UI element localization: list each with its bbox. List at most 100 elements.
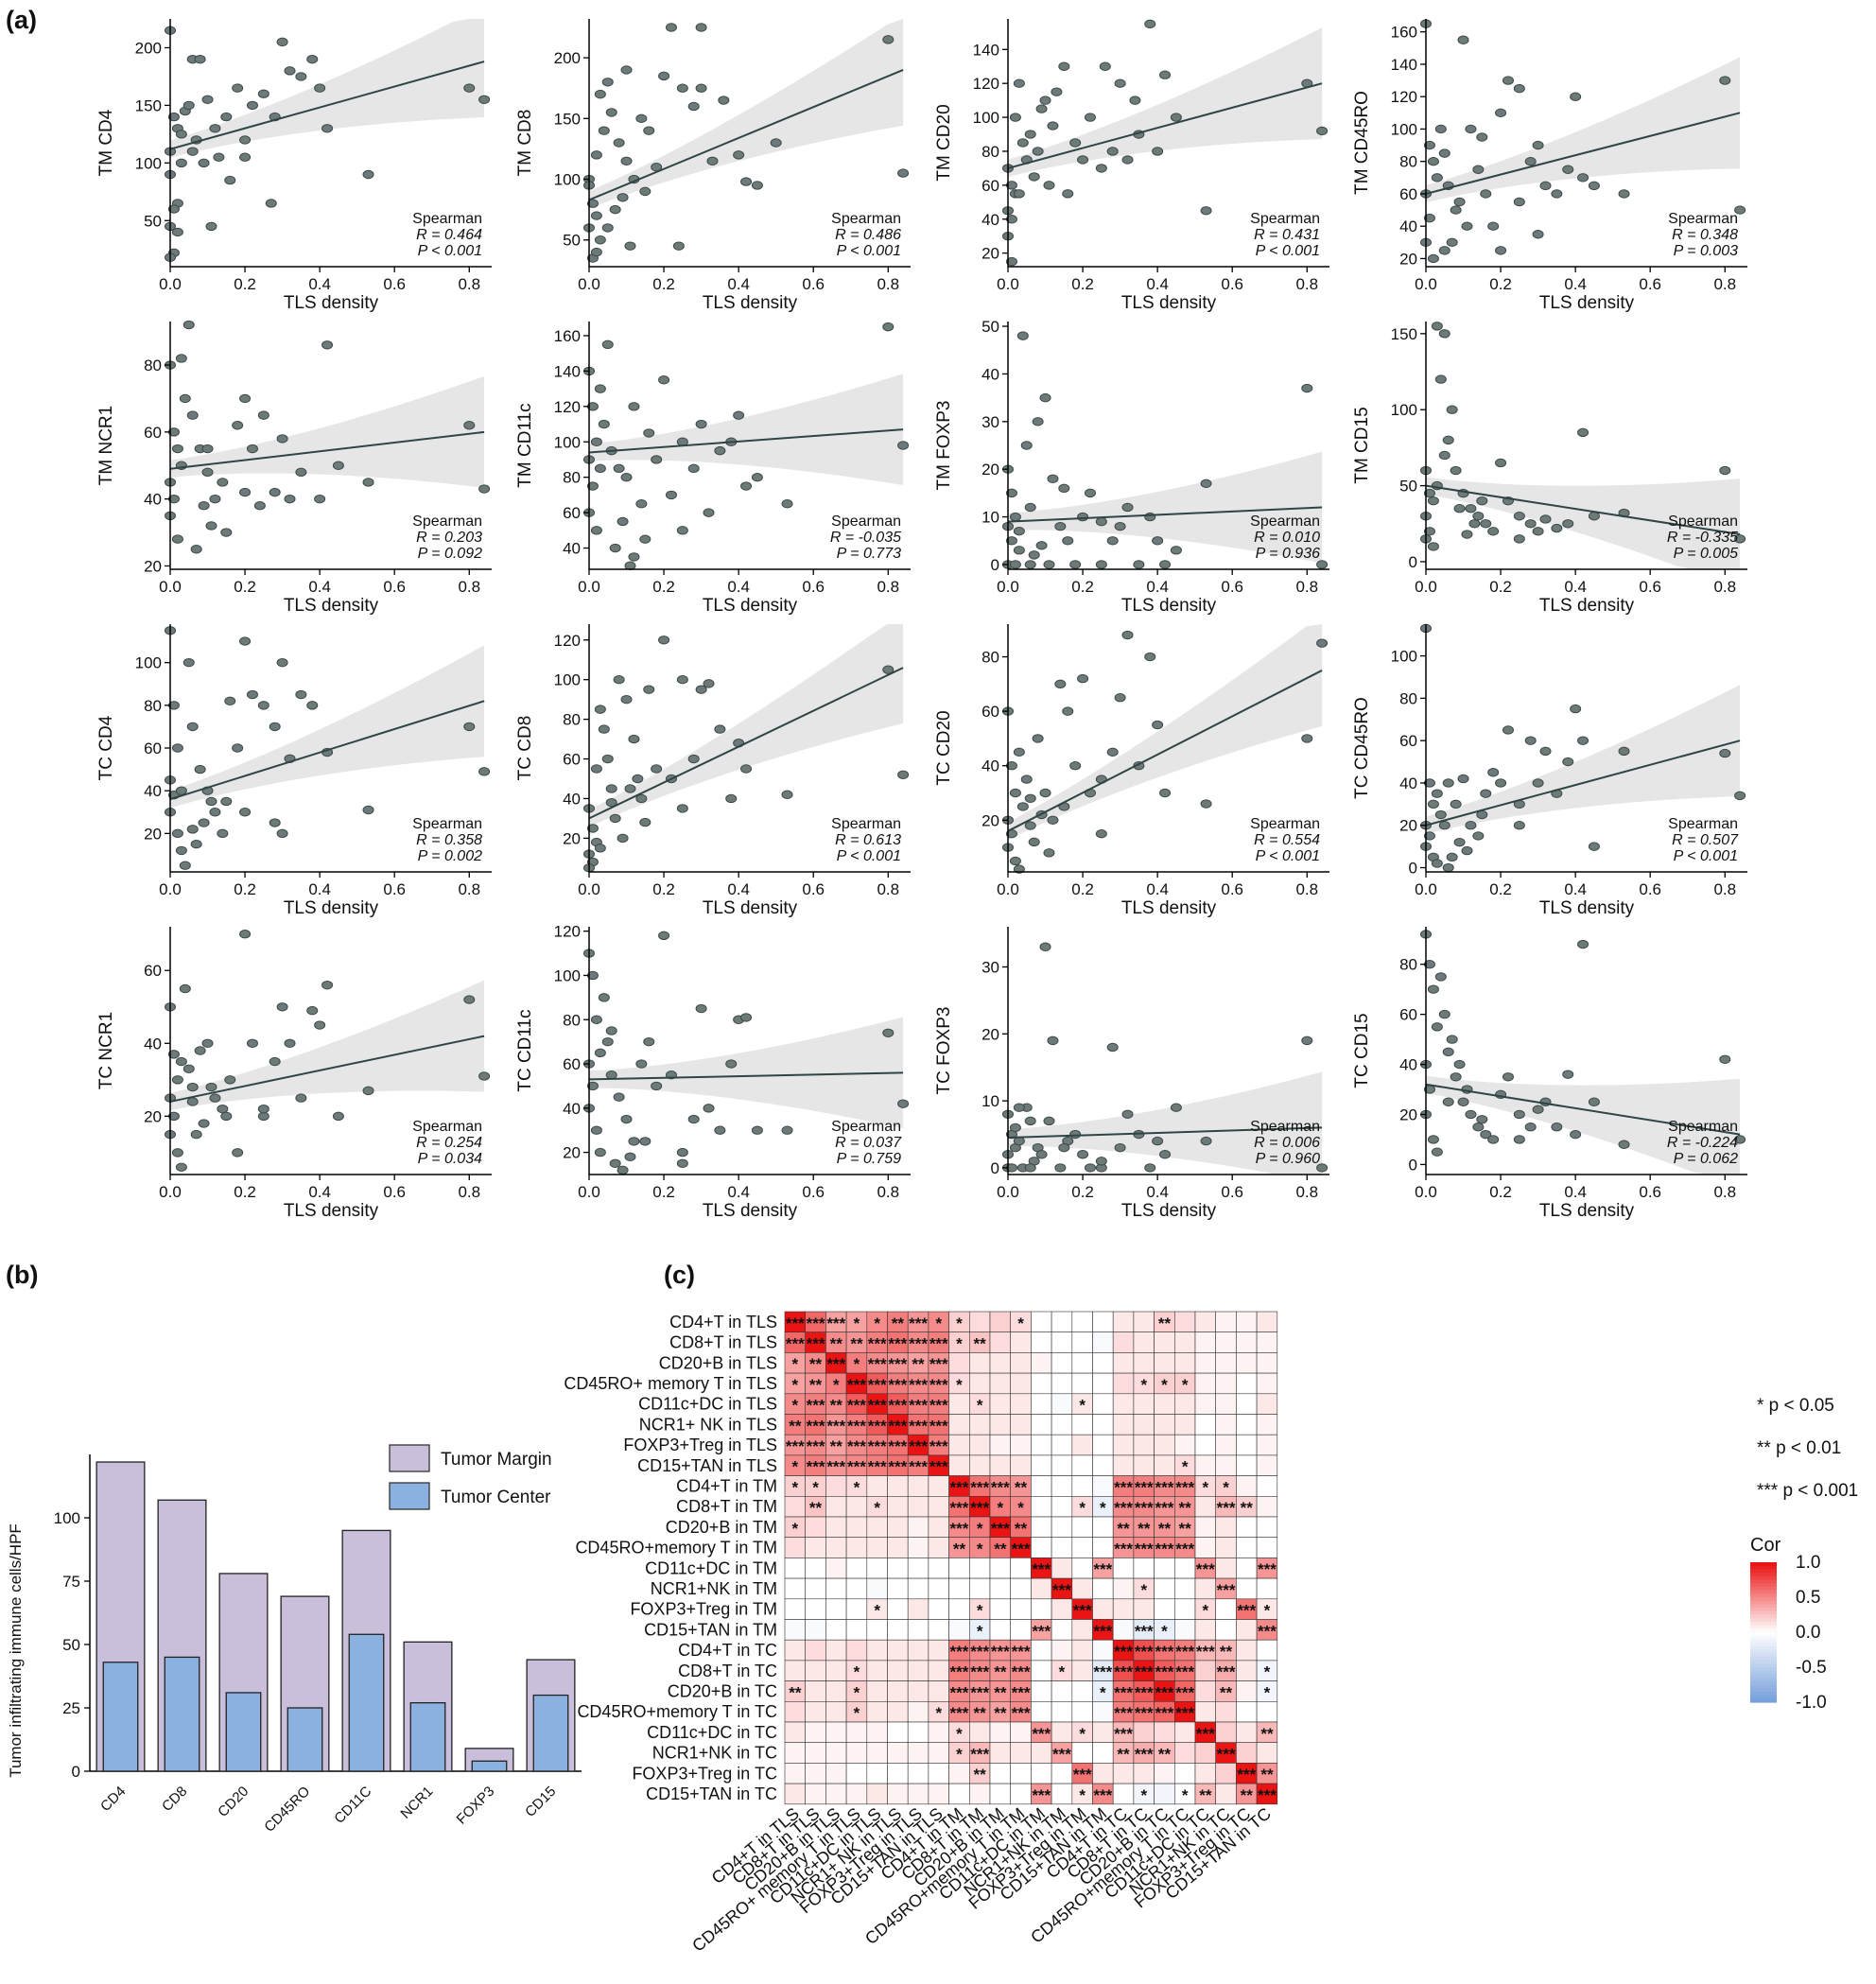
heatmap-cell <box>784 1742 807 1764</box>
stat-r: R = 0.464 <box>416 227 482 243</box>
data-point <box>695 1003 707 1014</box>
data-point <box>1453 837 1466 847</box>
heatmap-cell <box>887 1558 909 1579</box>
confidence-band <box>1008 27 1323 178</box>
data-point <box>1028 550 1040 560</box>
data-point <box>1009 560 1021 569</box>
significance-mark: *** <box>847 1417 866 1435</box>
data-point <box>239 135 252 145</box>
data-point <box>1423 831 1435 841</box>
heatmap-cell <box>1051 1639 1073 1662</box>
data-point <box>665 490 677 500</box>
data-point <box>617 516 629 527</box>
significance-mark: *** <box>807 1397 825 1415</box>
data-point <box>175 1056 187 1067</box>
y-tick-label: 120 <box>554 632 581 650</box>
data-point <box>1434 972 1447 982</box>
data-point <box>1719 76 1731 85</box>
heatmap-cell <box>989 1598 1012 1620</box>
data-point <box>695 23 707 32</box>
significance-mark: ** <box>830 1437 843 1455</box>
significance-mark: *** <box>1196 1643 1215 1661</box>
heatmap-cell <box>1174 1558 1196 1579</box>
data-point <box>306 701 319 710</box>
heatmap-cell <box>1174 1763 1196 1784</box>
stat-method: Spearman <box>831 816 901 832</box>
significance-mark: *** <box>786 1437 805 1455</box>
colorbar-step <box>1750 1660 1777 1664</box>
bar-category-label: CD11C <box>331 1784 374 1827</box>
data-point <box>1618 1140 1630 1149</box>
heatmap-cell <box>1031 1639 1052 1662</box>
data-point <box>175 158 187 168</box>
data-point <box>594 384 606 393</box>
significance-mark: ** <box>789 1683 802 1701</box>
data-point <box>1476 1115 1488 1124</box>
heatmap-cell <box>1092 1454 1114 1476</box>
x-axis-label: TLS density <box>284 596 379 616</box>
data-point <box>224 696 236 706</box>
significance-mark: * <box>792 1478 799 1496</box>
heatmap-cell <box>1194 1619 1217 1641</box>
x-axis-label: TLS density <box>1121 898 1217 918</box>
heatmap-cell <box>866 1475 888 1497</box>
data-point <box>1427 156 1439 166</box>
heatmap-cell <box>1071 1352 1093 1374</box>
significance-mark: * <box>956 1745 963 1763</box>
data-point <box>624 241 636 251</box>
significance-mark: ** <box>994 1540 1007 1558</box>
heatmap-cell <box>907 1558 929 1579</box>
data-point <box>643 685 655 694</box>
data-point <box>620 1114 633 1124</box>
x-tick-label: 0.6 <box>1221 275 1243 293</box>
heatmap-cell <box>948 1619 970 1641</box>
data-point <box>295 1093 307 1103</box>
data-point <box>594 463 606 474</box>
colorbar-step <box>1750 1597 1777 1602</box>
heatmap-cell <box>1031 1434 1052 1456</box>
data-point <box>182 100 195 111</box>
heatmap-cell <box>1174 1577 1196 1600</box>
x-axis-label: TLS density <box>703 293 798 313</box>
data-point <box>1465 1109 1477 1120</box>
colorbar-step <box>1750 1600 1777 1605</box>
data-point <box>882 35 895 44</box>
confidence-band <box>1426 57 1741 203</box>
data-point <box>586 824 599 833</box>
significance-mark: * <box>874 1499 880 1517</box>
heatmap-cell <box>1031 1598 1052 1620</box>
x-axis-label: TLS density <box>1539 898 1635 918</box>
heatmap-cell <box>1051 1701 1073 1723</box>
data-point <box>295 467 307 478</box>
row-label-cd4-t-in-tls: CD4+T in TLS <box>669 1313 777 1331</box>
significance-mark: *** <box>970 1478 989 1496</box>
data-point <box>269 722 281 732</box>
heatmap-cell <box>1092 1475 1114 1497</box>
data-point <box>1427 253 1439 264</box>
heatmap-cell <box>866 1619 888 1641</box>
data-point <box>770 138 782 148</box>
colorbar-tick-label: 1.0 <box>1796 1553 1820 1573</box>
significance-mark: ** <box>809 1376 823 1394</box>
regression-line <box>588 69 904 201</box>
y-tick-label: 50 <box>1399 478 1417 496</box>
heatmap-cell <box>1112 1558 1135 1579</box>
x-tick-label: 0.8 <box>877 275 899 293</box>
data-point <box>740 177 753 186</box>
x-tick-label: 0.2 <box>652 275 675 293</box>
heatmap-cell <box>1236 1577 1258 1600</box>
data-point <box>1465 504 1477 513</box>
data-point <box>1461 845 1473 856</box>
heatmap-cell <box>1051 1558 1073 1579</box>
heatmap-cell <box>1031 1742 1052 1764</box>
data-point <box>1431 789 1443 798</box>
data-point <box>171 1148 183 1157</box>
data-point <box>201 95 214 105</box>
y-tick-label: 150 <box>554 110 581 128</box>
heatmap-cell <box>845 1496 868 1518</box>
regression-line <box>588 667 904 820</box>
data-point <box>1524 1123 1537 1132</box>
significance-mark: * <box>1100 1683 1106 1701</box>
data-point <box>1539 181 1552 191</box>
correlation-heatmap: *** *** *** * * ** *** * * * ***** *** ** ** *** *** ***… <box>564 1311 1858 1956</box>
